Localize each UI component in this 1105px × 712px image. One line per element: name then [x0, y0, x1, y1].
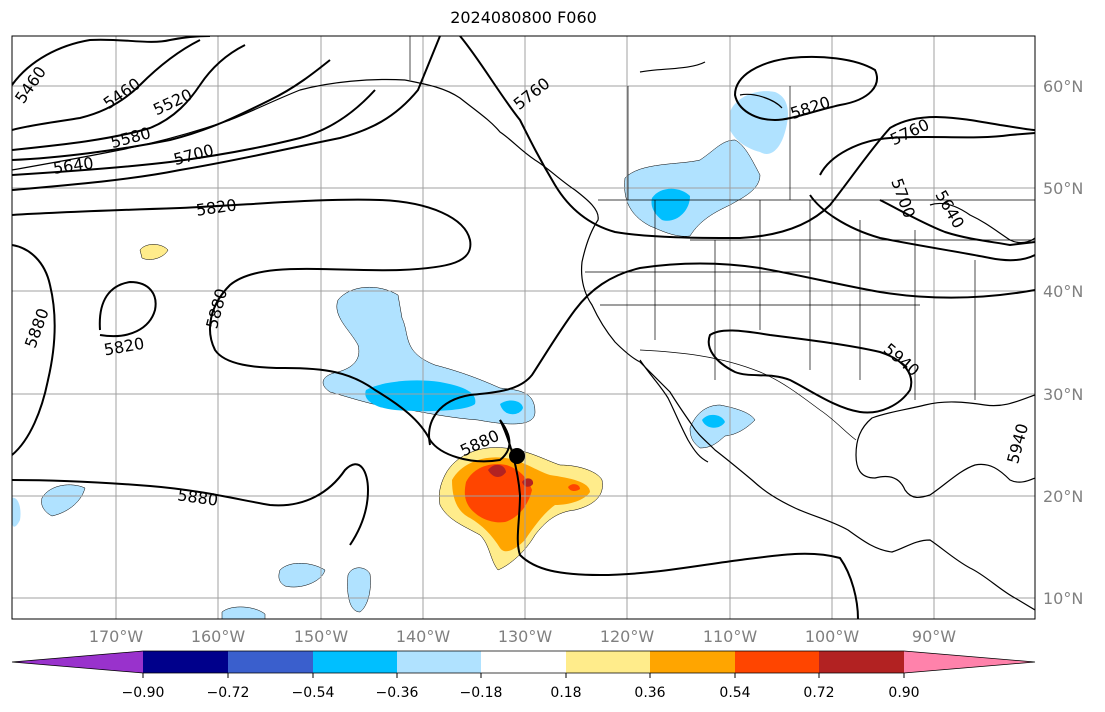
- colorbar-tick-label: −0.90: [122, 685, 165, 701]
- colorbar-cell: [313, 651, 397, 673]
- colorbar-tick-label: −0.18: [460, 685, 503, 701]
- colorbar: −0.90 −0.72 −0.54 −0.36 −0.18 0.18 0.36 …: [12, 651, 1035, 701]
- lon-label: 90°W: [912, 627, 956, 646]
- latitude-labels: 60°N 50°N 40°N 30°N 20°N 10°N: [1043, 77, 1083, 608]
- lon-label: 130°W: [498, 627, 553, 646]
- colorbar-cell: [566, 651, 650, 673]
- colorbar-tick-label: 0.18: [550, 685, 581, 701]
- colorbar-cell: [735, 651, 819, 673]
- lon-label: 140°W: [396, 627, 451, 646]
- colorbar-tick-label: −0.72: [207, 685, 250, 701]
- lon-label: 100°W: [805, 627, 860, 646]
- colorbar-cell: [397, 651, 481, 673]
- lon-label: 160°W: [191, 627, 246, 646]
- lon-label: 120°W: [600, 627, 655, 646]
- colorbar-extend-min: [12, 651, 143, 673]
- colorbar-cell: [650, 651, 735, 673]
- colorbar-cells: [12, 651, 1035, 673]
- lat-label: 30°N: [1043, 385, 1083, 404]
- colorbar-tick-label: 0.36: [634, 685, 665, 701]
- colorbar-cell: [143, 651, 228, 673]
- colorbar-tick-label: 0.54: [719, 685, 750, 701]
- lat-label: 20°N: [1043, 487, 1083, 506]
- lat-label: 10°N: [1043, 589, 1083, 608]
- colorbar-tick-label: 0.90: [888, 685, 919, 701]
- colorbar-extend-max: [904, 651, 1035, 673]
- weather-map: 5460 5460 5520 5580 5640 5700 5820 5880 …: [0, 0, 1105, 712]
- colorbar-cell: [819, 651, 904, 673]
- colorbar-ticks: [143, 673, 904, 678]
- lat-label: 50°N: [1043, 179, 1083, 198]
- lat-label: 40°N: [1043, 282, 1083, 301]
- colorbar-tick-label: −0.36: [376, 685, 419, 701]
- lon-label: 110°W: [703, 627, 758, 646]
- colorbar-cell: [481, 651, 566, 673]
- storm-center-marker: [509, 448, 525, 464]
- longitude-labels: 170°W 160°W 150°W 140°W 130°W 120°W 110°…: [89, 627, 956, 646]
- lon-label: 150°W: [294, 627, 349, 646]
- lon-label: 170°W: [89, 627, 144, 646]
- colorbar-cell: [228, 651, 313, 673]
- colorbar-tick-label: 0.72: [803, 685, 834, 701]
- colorbar-tick-label: −0.54: [292, 685, 335, 701]
- lat-label: 60°N: [1043, 77, 1083, 96]
